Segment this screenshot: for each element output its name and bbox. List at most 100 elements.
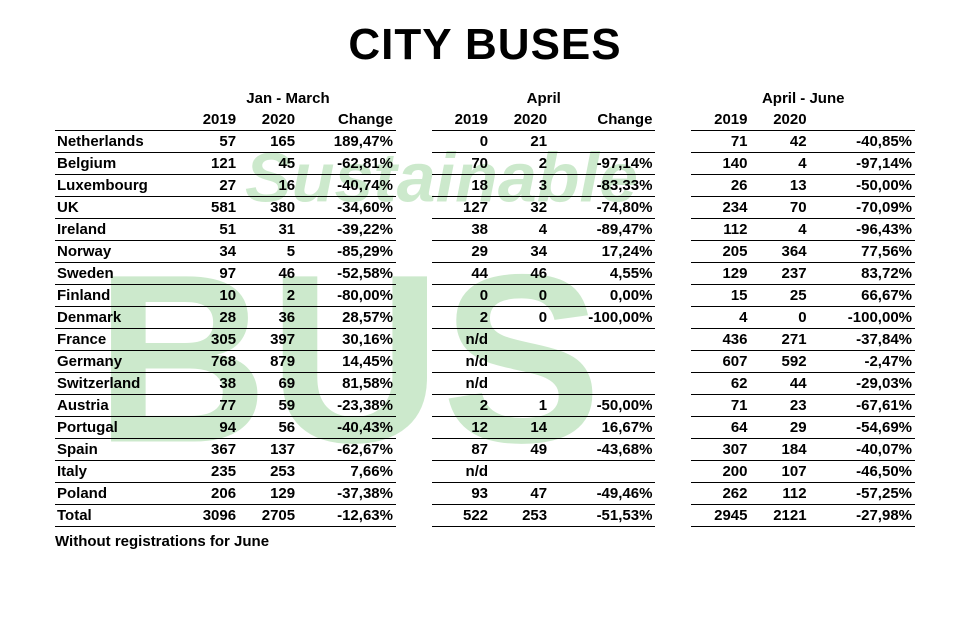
table-row: Netherlands57165189,47%0217142-40,85% bbox=[55, 131, 915, 153]
value-cell: 23 bbox=[751, 395, 810, 417]
value-cell: 271 bbox=[751, 329, 810, 351]
value-cell: 5 bbox=[239, 241, 298, 263]
value-cell: 234 bbox=[691, 197, 750, 219]
value-cell: 15 bbox=[691, 285, 750, 307]
value-cell: 12 bbox=[432, 417, 491, 439]
value-cell: 607 bbox=[691, 351, 750, 373]
value-cell: 17,24% bbox=[550, 241, 655, 263]
value-cell bbox=[491, 351, 550, 373]
value-cell: -37,84% bbox=[810, 329, 915, 351]
value-cell: 2 bbox=[491, 153, 550, 175]
value-cell: 34 bbox=[180, 241, 239, 263]
col-label: 2020 bbox=[491, 109, 550, 131]
value-cell: 69 bbox=[239, 373, 298, 395]
value-cell: 77 bbox=[180, 395, 239, 417]
col-label: Change bbox=[550, 109, 655, 131]
country-cell: UK bbox=[55, 197, 180, 219]
value-cell bbox=[491, 461, 550, 483]
col-label bbox=[810, 109, 915, 131]
value-cell: 129 bbox=[239, 483, 298, 505]
value-cell: 879 bbox=[239, 351, 298, 373]
value-cell: 2 bbox=[432, 395, 491, 417]
value-cell: 581 bbox=[180, 197, 239, 219]
value-cell: 107 bbox=[751, 461, 810, 483]
col-label: Change bbox=[298, 109, 396, 131]
value-cell: 522 bbox=[432, 505, 491, 527]
table-row: Norway345-85,29%293417,24%20536477,56% bbox=[55, 241, 915, 263]
value-cell: 768 bbox=[180, 351, 239, 373]
value-cell: 200 bbox=[691, 461, 750, 483]
value-cell: 27 bbox=[180, 175, 239, 197]
value-cell bbox=[550, 351, 655, 373]
value-cell: 93 bbox=[432, 483, 491, 505]
country-cell: Poland bbox=[55, 483, 180, 505]
value-cell bbox=[491, 329, 550, 351]
value-cell: -39,22% bbox=[298, 219, 396, 241]
value-cell: 2945 bbox=[691, 505, 750, 527]
value-cell: 49 bbox=[491, 439, 550, 461]
value-cell: -46,50% bbox=[810, 461, 915, 483]
table-row: Italy2352537,66%n/d200107-46,50% bbox=[55, 461, 915, 483]
value-cell: n/d bbox=[432, 373, 491, 395]
value-cell: -80,00% bbox=[298, 285, 396, 307]
country-cell: Germany bbox=[55, 351, 180, 373]
value-cell: 4 bbox=[751, 153, 810, 175]
table-row: Sweden9746-52,58%44464,55%12923783,72% bbox=[55, 263, 915, 285]
table-row: UK581380-34,60%12732-74,80%23470-70,09% bbox=[55, 197, 915, 219]
value-cell: -70,09% bbox=[810, 197, 915, 219]
value-cell: -97,14% bbox=[810, 153, 915, 175]
value-cell: 206 bbox=[180, 483, 239, 505]
period-1-label: Jan - March bbox=[180, 88, 396, 109]
value-cell: 57 bbox=[180, 131, 239, 153]
value-cell: -29,03% bbox=[810, 373, 915, 395]
value-cell: 28,57% bbox=[298, 307, 396, 329]
value-cell: 64 bbox=[691, 417, 750, 439]
value-cell: -49,46% bbox=[550, 483, 655, 505]
value-cell: 4 bbox=[491, 219, 550, 241]
col-label: 2020 bbox=[751, 109, 810, 131]
value-cell: 94 bbox=[180, 417, 239, 439]
value-cell: 237 bbox=[751, 263, 810, 285]
value-cell: 262 bbox=[691, 483, 750, 505]
value-cell: 307 bbox=[691, 439, 750, 461]
value-cell: 46 bbox=[491, 263, 550, 285]
value-cell: 26 bbox=[691, 175, 750, 197]
table-row: Austria7759-23,38%21-50,00%7123-67,61% bbox=[55, 395, 915, 417]
country-cell: Ireland bbox=[55, 219, 180, 241]
value-cell: 129 bbox=[691, 263, 750, 285]
value-cell: -97,14% bbox=[550, 153, 655, 175]
table-row: Total30962705-12,63%522253-51,53%2945212… bbox=[55, 505, 915, 527]
value-cell: 592 bbox=[751, 351, 810, 373]
value-cell: 14,45% bbox=[298, 351, 396, 373]
value-cell: 70 bbox=[432, 153, 491, 175]
country-cell: Austria bbox=[55, 395, 180, 417]
value-cell: 205 bbox=[691, 241, 750, 263]
value-cell: 31 bbox=[239, 219, 298, 241]
value-cell: 46 bbox=[239, 263, 298, 285]
value-cell: 97 bbox=[180, 263, 239, 285]
value-cell bbox=[491, 373, 550, 395]
value-cell: -89,47% bbox=[550, 219, 655, 241]
value-cell: 21 bbox=[491, 131, 550, 153]
country-cell: Norway bbox=[55, 241, 180, 263]
value-cell: 121 bbox=[180, 153, 239, 175]
value-cell: 83,72% bbox=[810, 263, 915, 285]
value-cell: 45 bbox=[239, 153, 298, 175]
value-cell: 7,66% bbox=[298, 461, 396, 483]
value-cell: 38 bbox=[180, 373, 239, 395]
value-cell: 1 bbox=[491, 395, 550, 417]
value-cell: 44 bbox=[751, 373, 810, 395]
value-cell: 25 bbox=[751, 285, 810, 307]
col-label: 2019 bbox=[691, 109, 750, 131]
country-cell: Switzerland bbox=[55, 373, 180, 395]
table-row: France30539730,16%n/d436271-37,84% bbox=[55, 329, 915, 351]
country-cell: Netherlands bbox=[55, 131, 180, 153]
value-cell: 364 bbox=[751, 241, 810, 263]
value-cell: 51 bbox=[180, 219, 239, 241]
value-cell: 137 bbox=[239, 439, 298, 461]
value-cell: -40,74% bbox=[298, 175, 396, 197]
value-cell: 3096 bbox=[180, 505, 239, 527]
table-row: Portugal9456-40,43%121416,67%6429-54,69% bbox=[55, 417, 915, 439]
value-cell: -23,38% bbox=[298, 395, 396, 417]
value-cell: 380 bbox=[239, 197, 298, 219]
